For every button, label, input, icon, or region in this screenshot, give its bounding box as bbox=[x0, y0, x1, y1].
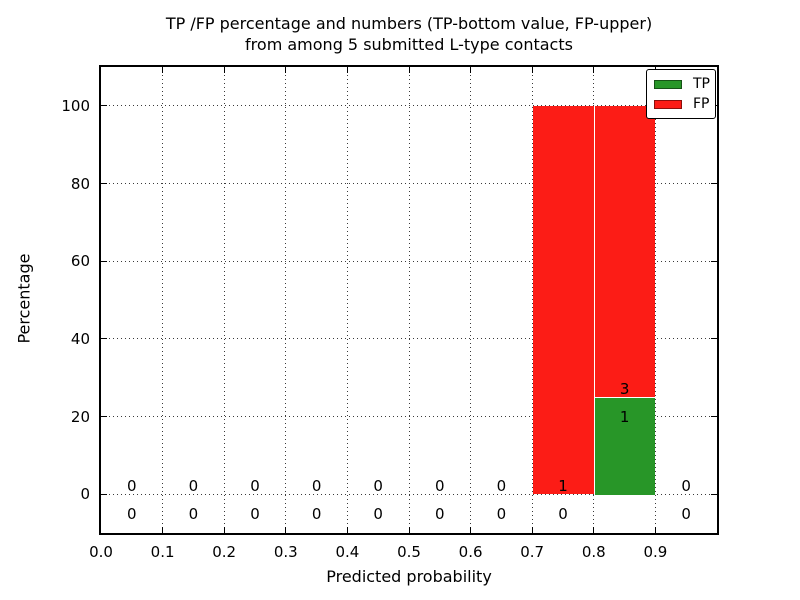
tp-count-label: 0 bbox=[127, 504, 137, 523]
chart-title-line2: from among 5 submitted L-type contacts bbox=[245, 35, 573, 54]
legend-swatch-tp bbox=[654, 79, 682, 89]
gridline-x bbox=[285, 67, 287, 533]
tick-mark-x-top bbox=[470, 67, 472, 73]
gridline-x bbox=[223, 67, 225, 533]
bar-fp-segment bbox=[594, 105, 656, 398]
tp-count-label: 1 bbox=[619, 407, 630, 426]
tick-mark-y-right bbox=[711, 416, 717, 417]
fp-count-label: 3 bbox=[619, 380, 630, 399]
y-tick-label: 60 bbox=[70, 252, 90, 271]
y-tick-label: 20 bbox=[70, 407, 90, 426]
tp-count-label: 0 bbox=[188, 504, 199, 523]
tick-mark-x-top bbox=[593, 67, 595, 73]
tick-mark-x-bottom bbox=[654, 527, 656, 533]
tick-mark-x-bottom bbox=[223, 527, 225, 533]
legend-swatch-fp bbox=[654, 99, 682, 109]
tick-mark-x-bottom bbox=[285, 527, 287, 533]
chart-title: TP /FP percentage and numbers (TP-bottom… bbox=[99, 13, 719, 55]
tick-mark-y-left bbox=[101, 416, 107, 417]
fp-count-label: 0 bbox=[373, 477, 383, 496]
tp-count-label: 0 bbox=[681, 504, 691, 523]
fp-count-label: 0 bbox=[311, 477, 322, 496]
y-tick-label: 40 bbox=[70, 329, 90, 348]
legend-entry-fp: FP bbox=[647, 96, 715, 112]
tick-mark-x-bottom bbox=[593, 527, 595, 533]
x-tick-label: 0.8 bbox=[581, 543, 606, 561]
plot-area: TP FP 0 0 0 0 0 0 0 0 0 0 0 0 0 0 1 0 3 1 0 0 bbox=[99, 65, 719, 535]
tick-mark-y-left bbox=[101, 105, 107, 107]
tick-mark-y-left bbox=[101, 260, 107, 262]
bar-fp-segment bbox=[533, 105, 594, 495]
tp-count-label: 0 bbox=[558, 504, 568, 523]
tick-mark-x-top bbox=[285, 67, 287, 73]
gridline-x bbox=[470, 67, 472, 533]
x-tick-label: 0.4 bbox=[335, 543, 360, 561]
y-tick-label: 100 bbox=[61, 96, 90, 115]
tick-mark-x-bottom bbox=[531, 527, 533, 533]
x-tick-label: 0.7 bbox=[520, 543, 545, 561]
tick-mark-x-top bbox=[408, 67, 410, 73]
fp-count-label: 0 bbox=[188, 477, 199, 496]
y-axis-label: Percentage bbox=[14, 253, 34, 344]
tick-mark-x-bottom bbox=[346, 527, 348, 533]
x-tick-label: 0.2 bbox=[212, 543, 237, 561]
tick-mark-x-bottom bbox=[408, 527, 410, 533]
tick-mark-y-right bbox=[711, 493, 717, 495]
fp-count-label: 0 bbox=[496, 477, 507, 496]
gridline-x bbox=[408, 67, 410, 533]
fp-count-label: 0 bbox=[250, 477, 260, 496]
x-axis-label: Predicted probability bbox=[326, 567, 492, 586]
gridline-x bbox=[346, 67, 348, 533]
y-tick-label: 80 bbox=[70, 174, 90, 193]
x-tick-label: 0.0 bbox=[89, 543, 113, 561]
fp-count-label: 0 bbox=[681, 477, 691, 496]
tp-count-label: 0 bbox=[435, 504, 445, 523]
legend-label-tp: TP bbox=[693, 76, 710, 92]
tp-count-label: 0 bbox=[373, 504, 383, 523]
x-tick-label: 0.6 bbox=[458, 543, 483, 561]
legend-entry-tp: TP bbox=[647, 76, 715, 92]
fp-count-label: 0 bbox=[435, 477, 445, 496]
tick-mark-x-top bbox=[223, 67, 225, 73]
tick-mark-y-right bbox=[711, 338, 717, 340]
legend-label-fp: FP bbox=[693, 96, 710, 112]
legend: TP FP bbox=[646, 69, 716, 119]
y-tick-label: 0 bbox=[80, 485, 90, 504]
x-tick-label: 0.3 bbox=[273, 543, 298, 561]
tick-mark-y-left bbox=[101, 183, 107, 184]
x-tick-label: 0.5 bbox=[397, 543, 421, 561]
fp-count-label: 0 bbox=[127, 477, 137, 496]
x-tick-label: 0.1 bbox=[150, 543, 175, 561]
bar-tp-segment bbox=[594, 397, 656, 496]
tick-mark-x-bottom bbox=[470, 527, 472, 533]
tick-mark-y-right bbox=[711, 183, 717, 184]
x-tick-label: 0.9 bbox=[643, 543, 668, 561]
tick-mark-y-right bbox=[711, 260, 717, 262]
tick-mark-y-left bbox=[101, 493, 107, 495]
tick-mark-x-top bbox=[531, 67, 533, 73]
chart-title-line1: TP /FP percentage and numbers (TP-bottom… bbox=[165, 14, 653, 33]
tp-count-label: 0 bbox=[250, 504, 260, 523]
gridline-x bbox=[593, 67, 595, 533]
tp-count-label: 0 bbox=[311, 504, 322, 523]
tick-mark-x-bottom bbox=[162, 527, 164, 533]
gridline-x bbox=[162, 67, 164, 533]
gridline-x bbox=[531, 67, 533, 533]
fp-count-label: 1 bbox=[558, 477, 568, 496]
gridline-x bbox=[654, 67, 656, 533]
tick-mark-x-top bbox=[162, 67, 164, 73]
tick-mark-y-left bbox=[101, 338, 107, 340]
tick-mark-x-top bbox=[346, 67, 348, 73]
tp-count-label: 0 bbox=[496, 504, 507, 523]
